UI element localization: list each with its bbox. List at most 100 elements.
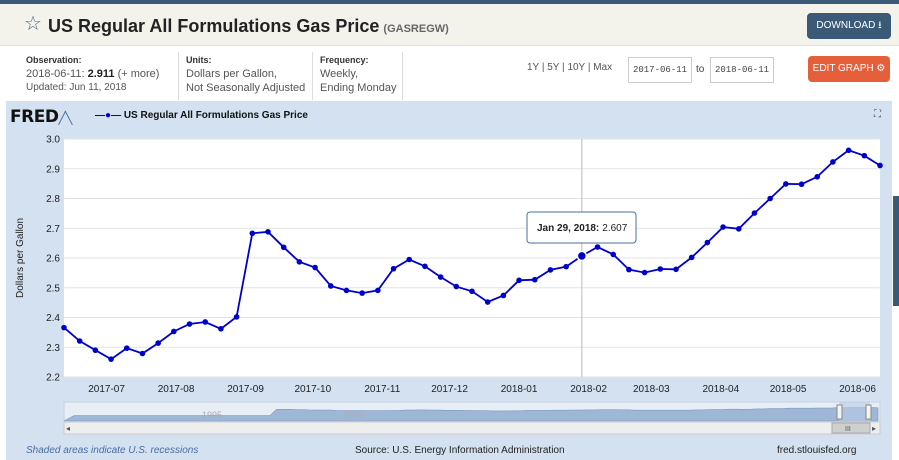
data-point[interactable] xyxy=(390,265,397,272)
data-point[interactable] xyxy=(406,256,413,263)
data-point[interactable] xyxy=(783,181,789,187)
tooltip: Jan 29, 2018: 2.607 xyxy=(526,211,637,244)
data-point[interactable] xyxy=(563,263,569,270)
recession-note: Shaded areas indicate U.S. recessions xyxy=(26,445,199,456)
data-point[interactable] xyxy=(61,324,67,331)
range-1y[interactable]: 1Y xyxy=(527,62,540,73)
data-point[interactable] xyxy=(359,290,365,296)
data-point[interactable] xyxy=(296,259,303,265)
navigator[interactable]: 1995 2000 xyxy=(63,401,881,423)
data-point[interactable] xyxy=(688,254,695,261)
y-tick-labels: 2.2 2.3 2.4 2.5 2.6 2.7 2.8 2.9 3.0 xyxy=(46,135,60,384)
to-label: to xyxy=(696,64,705,75)
units-line2: Not Seasonally Adjusted xyxy=(186,82,306,94)
series-points xyxy=(61,147,883,362)
side-scroll[interactable] xyxy=(893,196,899,306)
data-point[interactable] xyxy=(123,345,130,351)
data-point[interactable] xyxy=(547,267,554,273)
data-point[interactable] xyxy=(437,274,444,280)
navigator-handle-right[interactable] xyxy=(865,404,872,420)
source-note: Source: U.S. Energy Information Administ… xyxy=(355,445,565,456)
gear-icon: ⚙ xyxy=(876,63,886,74)
data-point[interactable] xyxy=(469,288,475,295)
scrollbar[interactable]: III ◂ ▸ xyxy=(63,421,881,435)
edit-graph-button[interactable]: EDIT GRAPH ⚙ xyxy=(808,56,890,82)
data-point[interactable] xyxy=(877,162,883,169)
star-icon[interactable]: ☆ xyxy=(24,13,42,35)
data-point[interactable] xyxy=(576,250,588,262)
data-point[interactable] xyxy=(814,173,821,180)
data-point[interactable] xyxy=(594,244,601,250)
date-from-input[interactable]: 2017-06-11 xyxy=(628,57,692,83)
range-max[interactable]: Max xyxy=(593,62,613,73)
data-point[interactable] xyxy=(657,266,664,272)
data-point[interactable] xyxy=(751,210,758,216)
data-point[interactable] xyxy=(453,283,460,290)
data-point[interactable] xyxy=(233,314,240,320)
data-point[interactable] xyxy=(265,229,271,235)
range-selector: 1Y | 5Y | 10Y | Max xyxy=(527,62,613,73)
data-point[interactable] xyxy=(92,347,99,354)
more-link[interactable]: (+ more) xyxy=(117,68,160,80)
data-point[interactable] xyxy=(327,283,334,289)
data-point[interactable] xyxy=(484,299,491,305)
data-point[interactable] xyxy=(500,292,507,299)
scrollbar-grip-icon: III xyxy=(845,426,851,433)
data-point[interactable] xyxy=(186,321,193,327)
data-point[interactable] xyxy=(704,239,711,246)
navigator-window[interactable] xyxy=(839,402,870,422)
observation-label: Observation: xyxy=(26,55,82,65)
data-point[interactable] xyxy=(218,326,224,332)
scrollbar-thumb[interactable] xyxy=(831,422,871,434)
data-point[interactable] xyxy=(861,152,868,159)
observation-value: 2018-06-11: 2.911 (+ more) xyxy=(26,68,160,80)
x-tick-label: 2018-01 xyxy=(501,384,538,395)
site-link[interactable]: fred.stlouisfed.org xyxy=(777,445,857,456)
legend-marker-icon: —●— xyxy=(95,110,122,121)
info-divider xyxy=(402,52,403,100)
navigator-handle-left[interactable] xyxy=(836,404,843,420)
data-point[interactable] xyxy=(249,230,256,237)
frequency-block: Frequency: Weekly, Ending Monday xyxy=(320,53,396,95)
data-point[interactable] xyxy=(422,263,428,270)
data-point[interactable] xyxy=(155,340,161,346)
units-line1: Dollars per Gallon, xyxy=(186,68,278,80)
download-label: DOWNLOAD xyxy=(816,20,876,31)
scroll-right-icon[interactable]: ▸ xyxy=(872,424,876,433)
scroll-left-icon[interactable]: ◂ xyxy=(66,424,70,433)
data-point[interactable] xyxy=(343,287,350,294)
range-10y[interactable]: 10Y xyxy=(567,62,586,73)
data-point[interactable] xyxy=(280,244,287,251)
data-point[interactable] xyxy=(673,266,679,273)
data-point[interactable] xyxy=(798,181,805,188)
data-point[interactable] xyxy=(139,350,146,357)
data-point[interactable] xyxy=(76,338,83,344)
date-to-input[interactable]: 2018-06-11 xyxy=(710,57,774,83)
data-point[interactable] xyxy=(108,356,114,362)
data-point[interactable] xyxy=(375,287,381,294)
legend: —●— US Regular All Formulations Gas Pric… xyxy=(95,110,308,121)
title-text: US Regular All Formulations Gas Price xyxy=(48,16,380,36)
data-point[interactable] xyxy=(312,264,318,271)
data-point[interactable] xyxy=(767,195,773,202)
data-point[interactable] xyxy=(735,226,742,232)
data-point[interactable] xyxy=(610,251,617,258)
data-point[interactable] xyxy=(171,328,177,335)
fred-logo: FRED╱╲ xyxy=(10,107,72,127)
x-tick-label: 2017-07 xyxy=(88,384,125,395)
data-point[interactable] xyxy=(720,224,726,230)
data-point[interactable] xyxy=(626,266,632,273)
fred-chart-icon: ╱╲ xyxy=(58,111,72,125)
range-5y[interactable]: 5Y xyxy=(547,62,560,73)
data-point[interactable] xyxy=(202,319,209,325)
data-point[interactable] xyxy=(845,147,852,154)
data-point[interactable] xyxy=(830,159,836,165)
data-point[interactable] xyxy=(531,276,538,283)
data-point[interactable] xyxy=(641,269,648,276)
data-point[interactable] xyxy=(516,277,522,284)
y-axis-label: Dollars per Gallon xyxy=(15,218,26,298)
download-button[interactable]: DOWNLOAD ⭳ xyxy=(807,13,891,39)
expand-icon[interactable]: ⛶ xyxy=(874,109,881,120)
x-tick-label: 2018-06 xyxy=(839,384,876,395)
